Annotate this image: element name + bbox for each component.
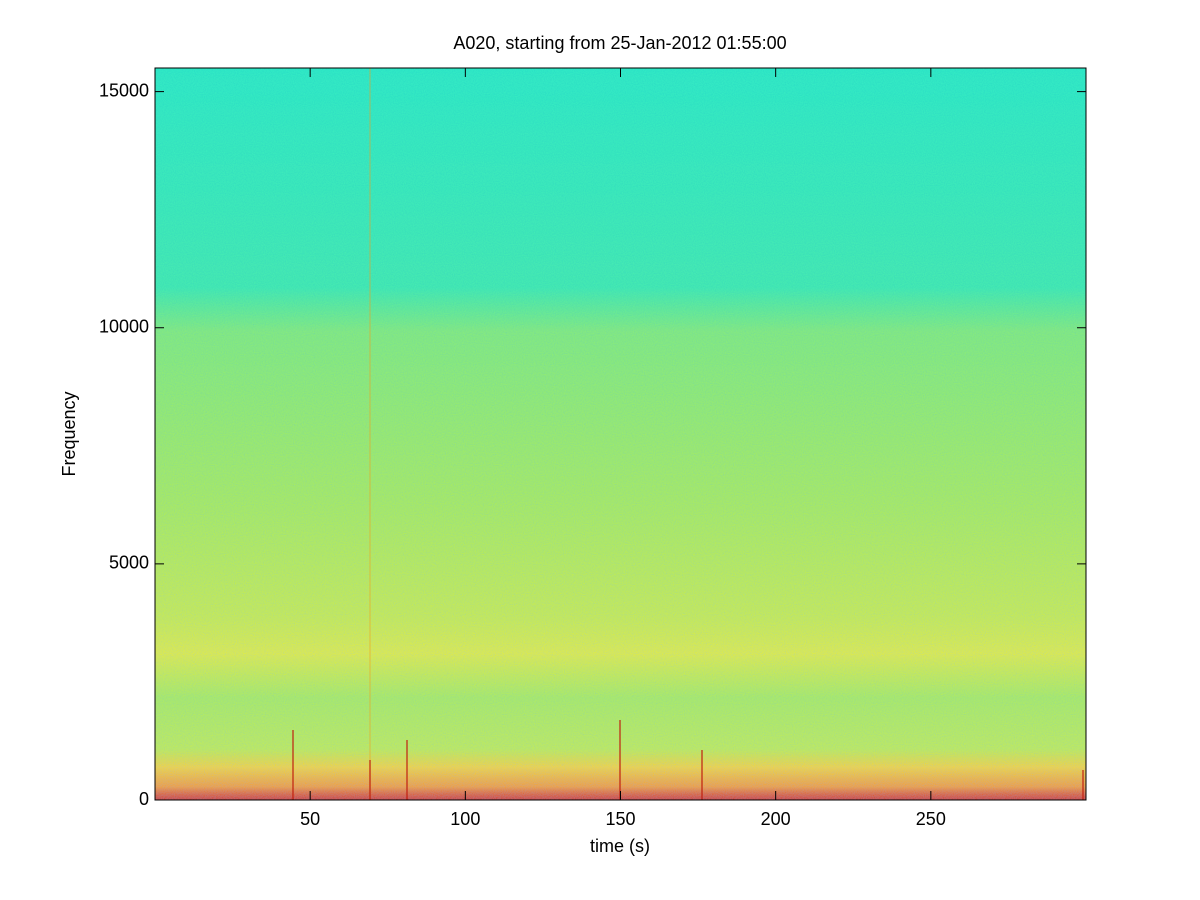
x-tick-label: 150: [605, 809, 635, 829]
y-axis-label: Frequency: [59, 391, 79, 476]
spectrogram-image: [155, 68, 1086, 800]
x-axis-label: time (s): [590, 836, 650, 856]
x-tick-label: 200: [761, 809, 791, 829]
x-tick-label: 100: [450, 809, 480, 829]
y-tick-label: 0: [139, 789, 149, 809]
x-tick-label: 50: [300, 809, 320, 829]
y-tick-label: 10000: [99, 316, 149, 336]
y-tick-label: 15000: [99, 80, 149, 100]
x-tick-label: 250: [916, 809, 946, 829]
spectral-spikes: [292, 68, 1084, 800]
y-tick-label: 5000: [109, 553, 149, 573]
chart-title: A020, starting from 25-Jan-2012 01:55:00: [453, 33, 786, 53]
plot-area: [155, 68, 1086, 800]
